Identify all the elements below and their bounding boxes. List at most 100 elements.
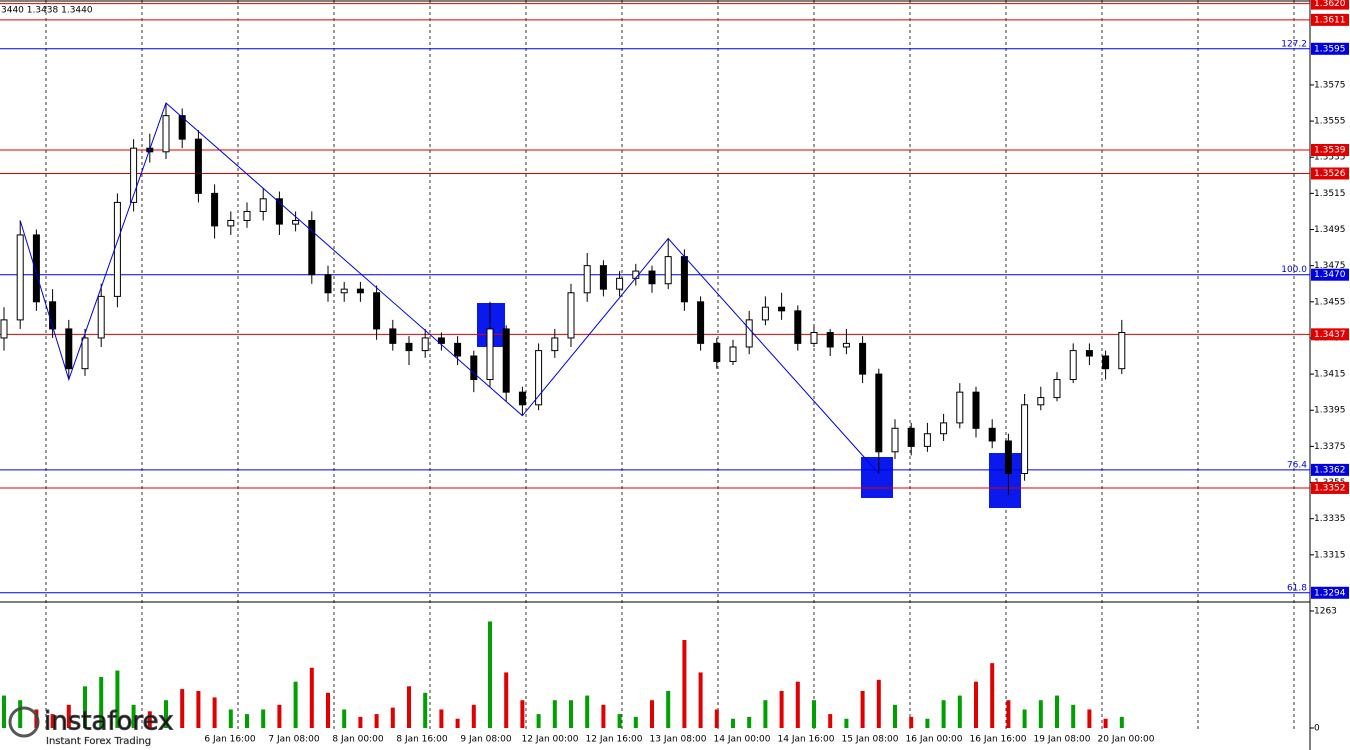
volume-bar bbox=[131, 704, 136, 728]
volume-bar bbox=[2, 695, 6, 728]
candle-body bbox=[648, 270, 656, 285]
candle-body bbox=[227, 219, 235, 227]
candle-body bbox=[1069, 350, 1077, 381]
fib-label: 127.2 bbox=[1281, 39, 1307, 49]
x-tick-label: 20 Jan 00:00 bbox=[1098, 735, 1155, 745]
candle-body bbox=[583, 265, 591, 294]
level-label-box bbox=[1311, 586, 1349, 599]
volume-bar bbox=[212, 697, 217, 728]
candle-body bbox=[211, 192, 219, 227]
candle-body bbox=[794, 310, 802, 344]
volume-bar bbox=[601, 704, 606, 728]
volume-bar bbox=[909, 716, 914, 728]
y-tick-label: 1.3535 bbox=[1314, 153, 1346, 163]
candle-body bbox=[1021, 404, 1029, 474]
volume-bar bbox=[682, 639, 687, 728]
volume-bar bbox=[957, 695, 962, 728]
candle-body bbox=[178, 115, 186, 140]
volume-bar bbox=[795, 681, 800, 728]
candle-body bbox=[729, 346, 737, 362]
candle-body bbox=[923, 433, 931, 447]
level-label: 1.3470 bbox=[1314, 270, 1346, 280]
candle-body bbox=[664, 256, 672, 285]
candle-body bbox=[275, 198, 283, 225]
candle-body bbox=[194, 138, 202, 194]
volume-bar bbox=[666, 690, 671, 728]
volume-bar bbox=[261, 709, 266, 728]
candle-body bbox=[1118, 332, 1126, 370]
candle-body bbox=[599, 265, 607, 290]
candle-body bbox=[32, 234, 40, 303]
volume-bar bbox=[941, 700, 946, 728]
x-tick-label: 12 Jan 00:00 bbox=[522, 735, 579, 745]
volume-bar bbox=[585, 695, 590, 728]
x-tick-label: 19 Jan 08:00 bbox=[1034, 735, 1091, 745]
candle-body bbox=[859, 342, 867, 375]
volume-bar bbox=[1103, 718, 1108, 728]
header-quote: 3440 1.3438 1.3440 bbox=[1, 6, 93, 16]
volume-bar bbox=[50, 714, 55, 728]
candle-body bbox=[778, 306, 786, 312]
level-label-box bbox=[1311, 13, 1349, 26]
level-label-box bbox=[1311, 42, 1349, 55]
candle-body bbox=[340, 288, 348, 294]
x-tick-label: 7 Jan 08:00 bbox=[268, 735, 320, 745]
candle-body bbox=[356, 288, 364, 294]
level-label-box bbox=[1311, 328, 1349, 341]
volume-bar bbox=[779, 690, 784, 728]
y-tick-label: 1.3575 bbox=[1314, 80, 1346, 90]
y-tick-label: 1.3395 bbox=[1314, 406, 1346, 416]
candle-body bbox=[389, 328, 397, 344]
volume-bar bbox=[552, 700, 557, 728]
level-label: 1.3526 bbox=[1314, 169, 1346, 179]
volume-bar bbox=[293, 681, 298, 728]
volume-bar bbox=[66, 704, 71, 728]
candle-body bbox=[308, 219, 316, 276]
candle-body bbox=[810, 332, 818, 344]
level-label-box bbox=[1311, 0, 1349, 10]
volume-bar bbox=[115, 670, 120, 728]
volume-bar bbox=[164, 700, 168, 728]
volume-bar bbox=[974, 681, 978, 728]
candle-body bbox=[680, 256, 688, 303]
volume-bar bbox=[439, 709, 444, 728]
candle-body bbox=[65, 328, 73, 370]
level-label: 1.3294 bbox=[1314, 588, 1346, 598]
volume-bar bbox=[83, 686, 87, 728]
volume-bar bbox=[488, 621, 492, 728]
volume-bar bbox=[876, 679, 881, 728]
candle-body bbox=[324, 274, 332, 294]
watermark-tagline: Instant Forex Trading bbox=[46, 736, 151, 747]
fib-label: 76.4 bbox=[1287, 460, 1307, 470]
candle-body bbox=[826, 332, 834, 348]
watermark-logo bbox=[8, 706, 40, 738]
volume-bar bbox=[18, 700, 23, 728]
volume-bar bbox=[358, 716, 363, 728]
candle-body bbox=[16, 234, 24, 321]
y-tick-label: 1.3555 bbox=[1314, 117, 1346, 127]
candle-body bbox=[97, 295, 105, 339]
y-tick-label: 1.3375 bbox=[1314, 442, 1346, 452]
volume-bar bbox=[374, 714, 379, 728]
candle-body bbox=[130, 147, 138, 203]
volume-bar bbox=[990, 663, 995, 728]
volume-bar bbox=[342, 709, 347, 728]
candle-body bbox=[745, 319, 753, 348]
candle-body bbox=[988, 427, 996, 442]
candle-body bbox=[405, 342, 413, 352]
candle-body bbox=[518, 391, 526, 406]
x-tick-label: 8 Jan 00:00 bbox=[332, 735, 384, 745]
volume-bar bbox=[147, 711, 152, 728]
candle-body bbox=[713, 342, 721, 362]
volume-bar bbox=[1022, 709, 1027, 728]
volume-tick-label: 1263 bbox=[1314, 607, 1337, 617]
y-tick-label: 1.3415 bbox=[1314, 370, 1346, 380]
volume-bar bbox=[1119, 716, 1124, 728]
volume-bar bbox=[893, 704, 897, 728]
level-label-box bbox=[1311, 463, 1349, 476]
candle-body bbox=[259, 198, 267, 212]
candle-body bbox=[0, 319, 8, 339]
y-tick-label: 1.3515 bbox=[1314, 189, 1346, 199]
plot bbox=[0, 3, 1310, 728]
